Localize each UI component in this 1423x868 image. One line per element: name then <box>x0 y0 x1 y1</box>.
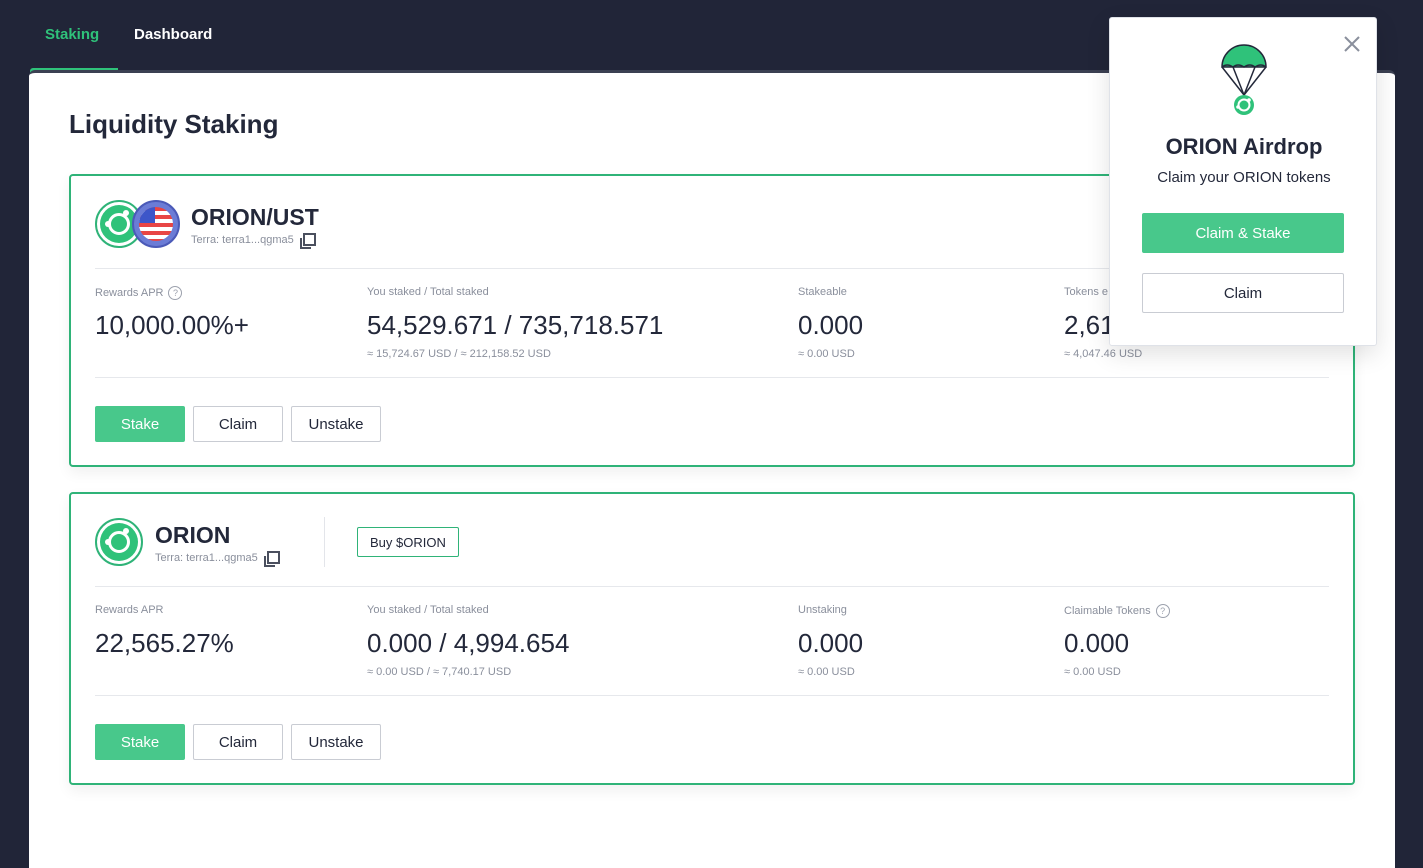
stat-label-claimable: Claimable Tokens ? <box>1064 604 1170 618</box>
parachute-icon <box>1221 44 1267 115</box>
stat-label-stakeable: Stakeable <box>798 286 847 298</box>
airdrop-claim-button[interactable]: Claim <box>1142 273 1344 313</box>
stat-label-apr: Rewards APR <box>95 604 164 616</box>
divider <box>95 377 1329 378</box>
divider <box>95 695 1329 696</box>
airdrop-popup: ORION Airdrop Claim your ORION tokens Cl… <box>1109 17 1377 346</box>
copy-icon[interactable] <box>263 551 280 567</box>
copy-icon[interactable] <box>299 233 316 249</box>
claim-stake-button[interactable]: Claim & Stake <box>1142 213 1344 253</box>
stake-button[interactable]: Stake <box>95 406 185 442</box>
stat-label-staked: You staked / Total staked <box>367 286 489 298</box>
contract-text: Terra: terra1...qgma5 <box>191 233 294 246</box>
ust-token-icon <box>132 200 180 248</box>
stat-value-apr: 10,000.00%+ <box>95 310 249 340</box>
unstake-button[interactable]: Unstake <box>291 724 381 760</box>
airdrop-subtitle: Claim your ORION tokens <box>1157 169 1331 186</box>
tab-staking[interactable]: Staking <box>45 26 100 43</box>
stat-sub-tokens: ≈ 4,047.46 USD <box>1064 348 1143 360</box>
stat-sub-unstaking: ≈ 0.00 USD <box>798 666 855 678</box>
stat-value-unstaking: 0.000 <box>798 628 864 658</box>
stat-value-staked: 0.000 / 4,994.654 <box>367 628 570 658</box>
stat-label-staked: You staked / Total staked <box>367 604 489 616</box>
page-title: Liquidity Staking <box>69 109 279 139</box>
help-icon[interactable]: ? <box>168 286 183 300</box>
stat-value-staked: 54,529.671 / 735,718.571 <box>367 310 664 340</box>
stat-label-tokens: Tokens e <box>1064 286 1109 298</box>
close-icon[interactable] <box>1342 34 1362 54</box>
contract-text: Terra: terra1...qgma5 <box>155 551 258 564</box>
stat-sub-staked: ≈ 15,724.67 USD / ≈ 212,158.52 USD <box>367 348 551 360</box>
claim-button[interactable]: Claim <box>193 724 283 760</box>
stat-value-tokens: 2,61 <box>1064 310 1115 340</box>
stat-sub-stakeable: ≈ 0.00 USD <box>798 348 855 360</box>
orion-token-icon <box>95 200 143 248</box>
top-nav: Staking Dashboard <box>0 0 1423 70</box>
contract-address: Terra: terra1...qgma5 <box>191 233 316 249</box>
contract-address: Terra: terra1...qgma5 <box>155 551 280 567</box>
airdrop-title: ORION Airdrop <box>1165 134 1323 159</box>
stat-sub-staked: ≈ 0.00 USD / ≈ 7,740.17 USD <box>367 666 512 678</box>
stat-label-text: Claimable Tokens <box>1064 605 1151 617</box>
stake-button[interactable]: Stake <box>95 724 185 760</box>
claim-button[interactable]: Claim <box>193 406 283 442</box>
stat-sub-claimable: ≈ 0.00 USD <box>1064 666 1121 678</box>
pool-name: ORION/UST <box>191 204 319 230</box>
stat-value-claimable: 0.000 <box>1064 628 1130 658</box>
unstake-button[interactable]: Unstake <box>291 406 381 442</box>
pool-card-orion: ORION Terra: terra1...qgma5 Buy $ORION R… <box>69 492 1355 785</box>
stat-value-stakeable: 0.000 <box>798 310 864 340</box>
stat-value-apr: 22,565.27% <box>95 628 234 658</box>
stat-label-apr: Rewards APR ? <box>95 286 183 300</box>
buy-orion-button[interactable]: Buy $ORION <box>357 527 459 557</box>
stat-label-unstaking: Unstaking <box>798 604 847 616</box>
vertical-divider <box>324 517 325 567</box>
orion-token-icon <box>95 518 143 566</box>
pool-name: ORION <box>155 522 231 548</box>
help-icon[interactable]: ? <box>1155 604 1170 618</box>
divider <box>95 268 1329 269</box>
stat-label-text: Rewards APR <box>95 287 164 299</box>
divider <box>95 586 1329 587</box>
tab-dashboard[interactable]: Dashboard <box>134 26 213 43</box>
